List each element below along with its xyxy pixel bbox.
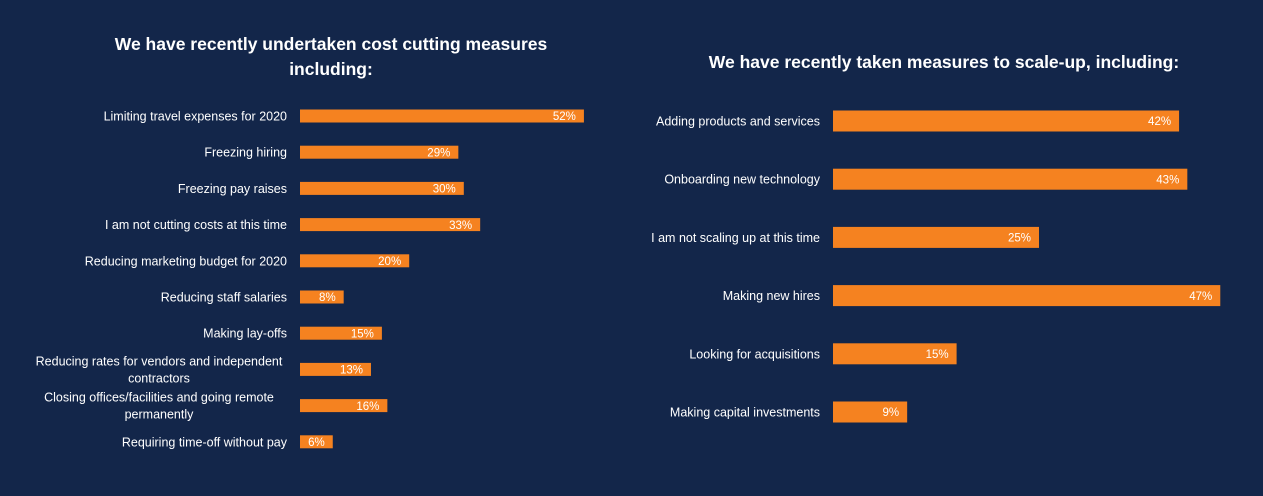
scale-up-bar bbox=[833, 110, 1180, 132]
cost-cutting-bar bbox=[300, 362, 371, 376]
scale-up-value-label: 9% bbox=[883, 407, 900, 419]
cost-cutting-chart-title-line-2: including: bbox=[289, 59, 373, 79]
cost-cutting-category-label: Reducing staff salaries bbox=[161, 291, 287, 305]
scale-up-category-label: Looking for acquisitions bbox=[689, 347, 820, 361]
cost-cutting-category-label: Making lay-offs bbox=[203, 327, 287, 341]
scale-up-category-label: Making capital investments bbox=[670, 406, 820, 420]
cost-cutting-value-label: 52% bbox=[553, 111, 576, 123]
scale-up-bar bbox=[833, 168, 1188, 190]
cost-cutting-category-label: I am not cutting costs at this time bbox=[105, 218, 287, 232]
cost-cutting-bar bbox=[300, 290, 344, 304]
cost-cutting-value-label: 16% bbox=[356, 401, 379, 413]
cost-cutting-value-label: 8% bbox=[319, 292, 336, 304]
cost-cutting-category-label: Reducing rates for vendors and independe… bbox=[36, 354, 283, 368]
scale-up-value-label: 25% bbox=[1008, 233, 1031, 245]
scale-up-value-label: 47% bbox=[1189, 291, 1212, 303]
scale-up-chart: We have recently taken measures to scale… bbox=[651, 52, 1221, 423]
cost-cutting-value-label: 30% bbox=[433, 184, 456, 196]
cost-cutting-bar bbox=[300, 218, 481, 232]
scale-up-value-label: 15% bbox=[926, 349, 949, 361]
cost-cutting-category-label: Freezing hiring bbox=[204, 146, 287, 160]
scale-up-bar bbox=[833, 226, 1039, 248]
cost-cutting-value-label: 20% bbox=[378, 256, 401, 268]
cost-cutting-category-label: Freezing pay raises bbox=[178, 182, 287, 196]
cost-cutting-bar bbox=[300, 145, 459, 159]
scale-up-bar bbox=[833, 401, 908, 423]
scale-up-bar bbox=[833, 343, 957, 365]
cost-cutting-value-label: 6% bbox=[308, 437, 325, 449]
cost-cutting-chart: We have recently undertaken cost cutting… bbox=[36, 34, 584, 449]
cost-cutting-category-label: Limiting travel expenses for 2020 bbox=[104, 110, 287, 124]
scale-up-category-label: Onboarding new technology bbox=[664, 173, 820, 187]
cost-cutting-chart-title: We have recently undertaken cost cutting… bbox=[115, 34, 548, 54]
scale-up-value-label: 42% bbox=[1148, 116, 1171, 128]
scale-up-category-label: Adding products and services bbox=[656, 115, 820, 129]
cost-cutting-value-label: 29% bbox=[427, 147, 450, 159]
cost-cutting-bar bbox=[300, 181, 464, 195]
cost-cutting-category-label: Reducing marketing budget for 2020 bbox=[85, 254, 287, 268]
scale-up-value-label: 43% bbox=[1156, 174, 1179, 186]
cost-cutting-bar bbox=[300, 254, 410, 268]
cost-cutting-bar bbox=[300, 109, 584, 123]
cost-cutting-category-label: contractors bbox=[128, 371, 190, 385]
cost-cutting-bar bbox=[300, 399, 388, 413]
scale-up-chart-title: We have recently taken measures to scale… bbox=[709, 52, 1179, 72]
cost-cutting-category-label: Requiring time-off without pay bbox=[122, 435, 288, 449]
cost-cutting-bar bbox=[300, 326, 382, 340]
cost-cutting-category-label: Closing offices/facilities and going rem… bbox=[44, 391, 274, 405]
cost-cutting-bar bbox=[300, 435, 333, 449]
scale-up-category-label: Making new hires bbox=[723, 289, 820, 303]
cost-cutting-value-label: 13% bbox=[340, 365, 363, 377]
scale-up-bar bbox=[833, 285, 1221, 307]
cost-cutting-value-label: 15% bbox=[351, 328, 374, 340]
cost-cutting-category-label: permanently bbox=[125, 408, 195, 422]
scale-up-category-label: I am not scaling up at this time bbox=[651, 231, 820, 245]
cost-cutting-value-label: 33% bbox=[449, 220, 472, 232]
